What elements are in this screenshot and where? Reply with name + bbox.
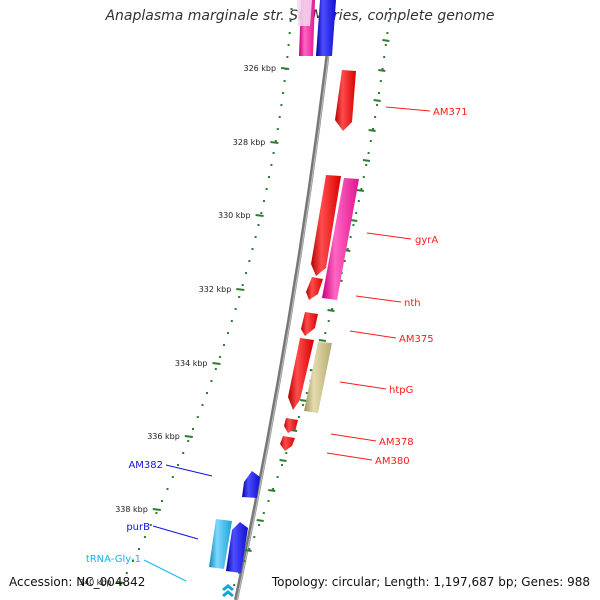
scale-label: 336 kbp [147,432,180,441]
scale-label: 334 kbp [175,359,208,368]
features [209,0,359,597]
scale-tick [270,141,279,144]
gene-feature-nth[interactable] [306,277,323,300]
gene-feature-am382[interactable] [242,471,260,498]
gene-label-am378[interactable]: AM378 [379,437,414,448]
scale-label: 326 kbp [243,64,276,73]
gene-label-trna-gly-1[interactable]: tRNA-Gly-1 [86,554,141,565]
gene-feature-am371[interactable] [335,70,356,131]
gene-feature-htpg[interactable] [288,338,314,410]
scale-tick [280,67,290,70]
gene-feature-am380[interactable] [280,436,295,451]
gene-feature-purb[interactable] [226,522,248,573]
gene-label-am371[interactable]: AM371 [433,107,468,118]
scale-tick [236,288,245,291]
scale-tick [212,362,221,365]
gene-feature[interactable] [316,0,336,56]
scale-label: 332 kbp [199,285,232,294]
scale-label: 338 kbp [115,505,148,514]
scale-label: 328 kbp [233,138,266,147]
scale-label: 330 kbp [218,211,251,220]
gene-feature-purb-partner[interactable] [209,519,232,569]
genome-backbone [234,0,336,600]
scale-tick [116,581,125,584]
gene-labels: AM371 gyrA nth AM375 htpG AM378 AM380 AM… [86,106,468,582]
gene-feature-htpg-partner[interactable] [304,342,332,413]
gene-feature-gyra-partner[interactable] [322,178,359,300]
gene-feature-am378[interactable] [284,418,298,433]
scale-label: 340 kbp [79,578,112,587]
gene-feature-gyra[interactable] [311,175,341,276]
gene-feature-trna-gly-1[interactable] [222,584,234,597]
gene-label-gyra[interactable]: gyrA [415,235,438,246]
gene-label-nth[interactable]: nth [404,298,421,309]
gene-label-htpg[interactable]: htpG [389,385,413,396]
scale-tick [152,508,161,511]
scale-tick [184,435,193,438]
gene-label-am382[interactable]: AM382 [128,460,163,471]
gene-feature-am375[interactable] [301,312,318,336]
accession-text: Accession: NC_004842 [9,575,146,589]
gene-label-am380[interactable]: AM380 [375,456,410,467]
gene-label-am375[interactable]: AM375 [399,334,434,345]
scale-group: 326 kbp 328 kbp 330 kbp 332 kbp 334 kbp 336 k… [79,64,290,587]
scale-tick [255,214,264,217]
gene-label-purb[interactable]: purB [126,522,150,533]
topology-text: Topology: circular; Length: 1,197,687 bp… [271,575,590,589]
